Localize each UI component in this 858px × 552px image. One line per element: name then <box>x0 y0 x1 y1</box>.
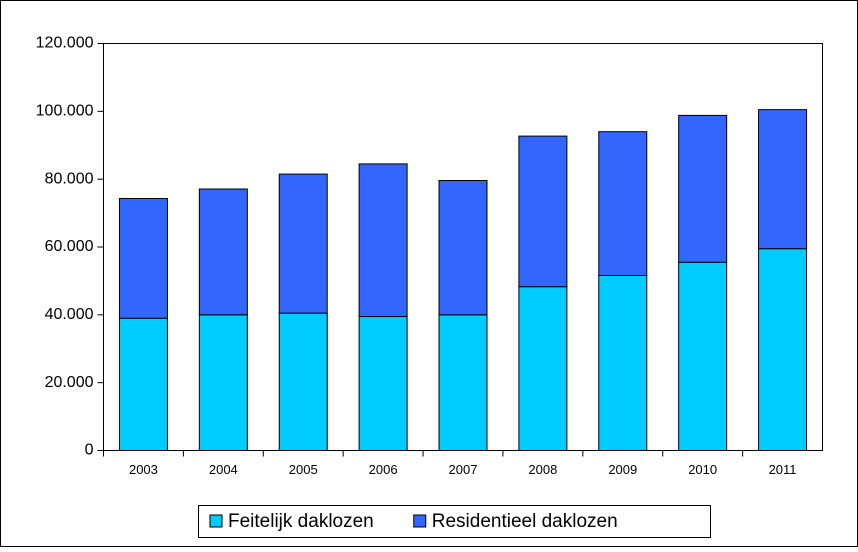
bar-segment <box>518 286 568 451</box>
bar-segment <box>758 248 808 451</box>
x-tick-label: 2008 <box>528 462 557 477</box>
legend-swatch <box>209 514 223 528</box>
x-tick-label: 2006 <box>369 462 398 477</box>
x-tick-label: 2005 <box>289 462 318 477</box>
bar-segment <box>118 317 168 451</box>
legend-label: Residentieel daklozen <box>432 511 618 532</box>
x-tick-label: 2009 <box>608 462 637 477</box>
bar-segment <box>758 109 808 250</box>
x-tick-label: 2011 <box>769 462 797 477</box>
x-tick-label: 2010 <box>688 462 717 477</box>
x-tick-label: 2003 <box>129 462 158 477</box>
bar-segment <box>438 180 488 316</box>
y-tick-label: 60.000 <box>45 238 94 255</box>
bar-segment <box>278 312 328 452</box>
bar-segment <box>358 163 408 318</box>
y-tick-label: 80.000 <box>45 170 94 187</box>
bar-segment <box>518 135 568 288</box>
y-tick-label: 0 <box>85 442 94 459</box>
bar-segment <box>358 316 408 452</box>
bar-segment <box>678 114 728 263</box>
bar-segment <box>678 261 728 452</box>
legend-swatch <box>413 514 427 528</box>
bar-segment <box>598 274 648 451</box>
bar-segment <box>598 131 648 276</box>
x-tick-label: 2007 <box>449 462 478 477</box>
legend-box <box>198 505 711 538</box>
y-tick-label: 100.000 <box>36 103 94 120</box>
y-tick-label: 20.000 <box>45 374 94 391</box>
bar-segment <box>438 314 488 452</box>
bar-segment <box>118 197 168 319</box>
bar-segment <box>278 173 328 314</box>
x-tick-label: 2004 <box>209 462 238 477</box>
y-tick-label: 120.000 <box>36 35 94 52</box>
legend-label: Feitelijk daklozen <box>228 511 374 532</box>
bar-segment <box>198 314 248 452</box>
bar-segment <box>198 188 248 316</box>
y-tick-label: 40.000 <box>45 306 94 323</box>
